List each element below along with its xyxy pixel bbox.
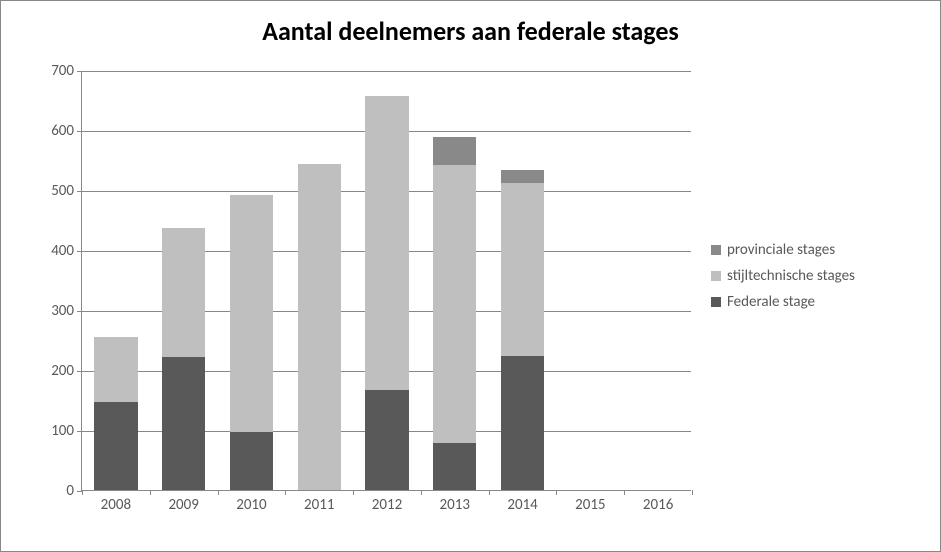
- y-axis-label: 500: [51, 182, 82, 200]
- y-axis-label: 700: [51, 62, 82, 80]
- bar-segment: [230, 195, 273, 431]
- x-axis-label: 2009: [168, 490, 198, 514]
- legend-label: provinciale stages: [727, 241, 835, 259]
- bar-segment: [501, 356, 544, 490]
- x-axis-label: 2012: [372, 490, 402, 514]
- chart-title: Aantal deelnemers aan federale stages: [1, 15, 940, 47]
- x-axis-label: 2016: [643, 490, 673, 514]
- legend-swatch: [711, 271, 721, 281]
- y-axis-label: 100: [51, 422, 82, 440]
- bar-segment: [433, 443, 476, 490]
- bar-group: [433, 70, 476, 490]
- bar-segment: [501, 170, 544, 183]
- x-axis-label: 2010: [236, 490, 266, 514]
- x-tick-mark: [489, 490, 490, 495]
- y-axis-label: 0: [66, 482, 82, 500]
- y-axis-label: 300: [51, 302, 82, 320]
- x-tick-mark: [150, 490, 151, 495]
- bar-segment: [94, 402, 137, 490]
- x-axis-label: 2013: [440, 490, 470, 514]
- y-axis-label: 400: [51, 242, 82, 260]
- y-axis-label: 600: [51, 122, 82, 140]
- x-tick-mark: [692, 490, 693, 495]
- legend-swatch: [711, 245, 721, 255]
- legend-label: stijltechnische stages: [727, 267, 855, 285]
- bar-group: [162, 70, 205, 490]
- x-tick-mark: [82, 490, 83, 495]
- legend: provinciale stages stijltechnische stages…: [711, 241, 855, 319]
- bar-group: [94, 70, 137, 490]
- legend-item: stijltechnische stages: [711, 267, 855, 285]
- bar-segment: [94, 337, 137, 402]
- bar-segment: [230, 432, 273, 490]
- bar-segment: [365, 96, 408, 389]
- x-axis-label: 2008: [101, 490, 131, 514]
- plot-area: 0100200300400500600700200820092010201120…: [81, 71, 691, 491]
- x-axis-label: 2014: [507, 490, 537, 514]
- bar-segment: [162, 357, 205, 490]
- bar-segment: [365, 390, 408, 490]
- bar-group: [298, 70, 341, 490]
- legend-label: Federale stage: [727, 293, 815, 311]
- x-tick-mark: [556, 490, 557, 495]
- bar-segment: [298, 164, 341, 490]
- bar-segment: [433, 165, 476, 443]
- x-tick-mark: [624, 490, 625, 495]
- bar-segment: [162, 228, 205, 356]
- legend-swatch: [711, 297, 721, 307]
- x-tick-mark: [285, 490, 286, 495]
- bar-group: [569, 70, 612, 490]
- bar-segment: [501, 183, 544, 356]
- x-tick-mark: [353, 490, 354, 495]
- bar-group: [636, 70, 679, 490]
- bar-group: [501, 70, 544, 490]
- x-tick-mark: [421, 490, 422, 495]
- legend-item: Federale stage: [711, 293, 855, 311]
- x-tick-mark: [218, 490, 219, 495]
- x-axis-label: 2015: [575, 490, 605, 514]
- x-axis-label: 2011: [304, 490, 334, 514]
- legend-item: provinciale stages: [711, 241, 855, 259]
- bar-group: [230, 70, 273, 490]
- bar-group: [365, 70, 408, 490]
- bar-segment: [433, 137, 476, 165]
- y-axis-label: 200: [51, 362, 82, 380]
- chart-container: Aantal deelnemers aan federale stages 01…: [0, 0, 941, 552]
